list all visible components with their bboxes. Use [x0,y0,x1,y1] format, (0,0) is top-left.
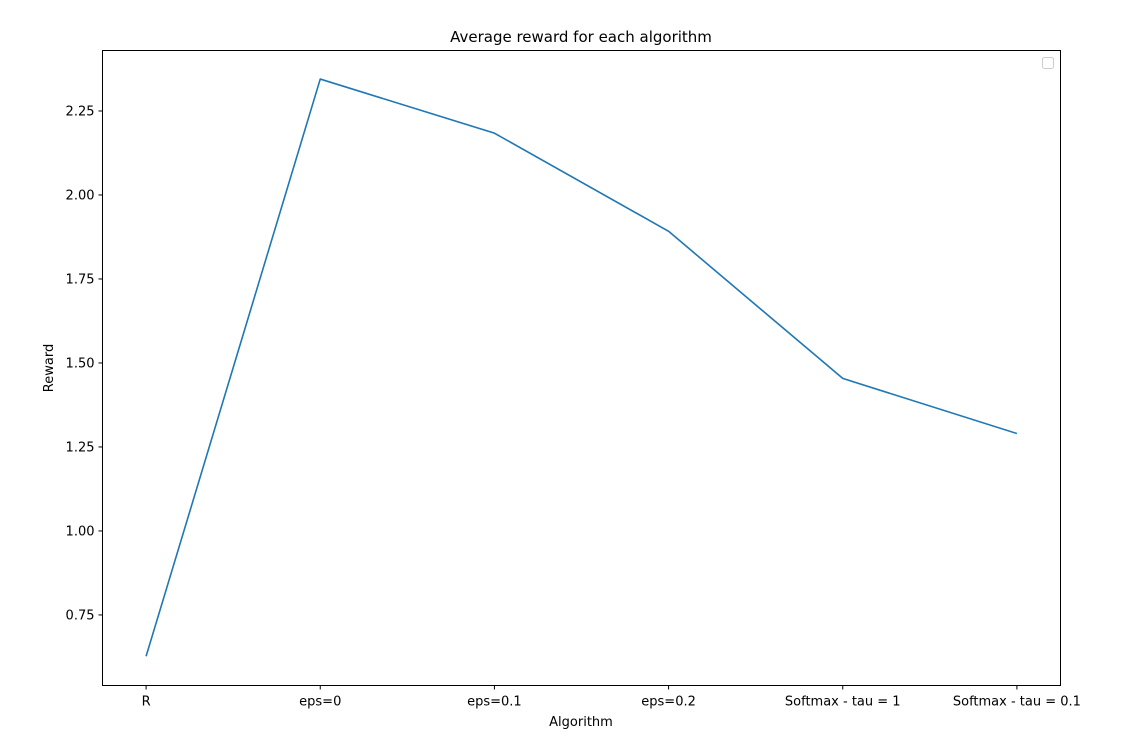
y-tick-label: 1.00 [66,524,95,539]
y-tick-label: 1.25 [66,440,95,455]
x-tick-label: eps=0.2 [641,695,696,710]
x-tick-label: Softmax - tau = 1 [785,695,901,710]
legend-box [1042,57,1054,69]
y-tick-label: 0.75 [66,608,95,623]
y-tick-label: 2.00 [66,188,95,203]
y-tick-label: 1.50 [66,356,95,371]
series-layer [145,78,1018,657]
chart-title: Average reward for each algorithm [450,28,712,46]
y-tick-label: 2.25 [66,104,95,119]
plot-area-frame [102,50,1061,686]
y-tick-label: 1.75 [66,272,95,287]
series-line [145,78,1018,657]
x-tick-label: R [142,695,151,710]
x-axis-label: Algorithm [549,715,613,730]
x-tick-label: eps=0 [299,695,341,710]
x-tick-label: Softmax - tau = 0.1 [953,695,1081,710]
y-axis-label: Reward [42,344,57,392]
y-axis-ticks: 0.75 1.00 1.25 1.50 1.75 2.00 2.25 [66,104,103,623]
x-tick-label: eps=0.1 [467,695,522,710]
